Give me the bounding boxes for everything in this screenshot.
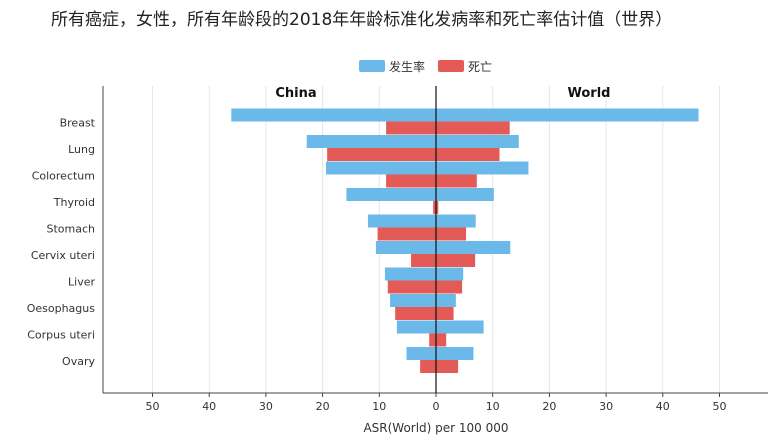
- mortality-world-bar: [436, 201, 439, 214]
- incidence-world-bar: [436, 320, 484, 334]
- mortality-china-bar: [387, 280, 436, 294]
- x-tick-label: 0: [433, 400, 440, 413]
- incidence-china-bar: [384, 267, 436, 281]
- chart-title: 所有癌症，女性，所有年龄段的2018年年龄标准化发病率和死亡率估计值（世界）: [51, 10, 672, 30]
- mortality-world-bar: [436, 360, 459, 373]
- mortality-world-bar: [436, 227, 467, 241]
- incidence-china-bar: [390, 294, 436, 307]
- incidence-china-bar: [326, 161, 436, 175]
- mortality-world-bar: [436, 333, 447, 347]
- category-label: Ovary: [62, 355, 95, 368]
- legend-label-incidence: 发生率: [389, 59, 425, 74]
- incidence-china-bar: [406, 347, 436, 360]
- mortality-china-bar: [386, 174, 436, 188]
- mortality-world-bar: [436, 121, 510, 135]
- x-tick-label: 40: [656, 400, 670, 413]
- category-label: Stomach: [46, 223, 95, 236]
- mortality-china-bar: [386, 121, 436, 135]
- incidence-china-bar: [375, 241, 436, 254]
- x-tick-label: 30: [599, 400, 613, 413]
- category-label: Corpus uteri: [27, 329, 95, 342]
- incidence-world-bar: [436, 267, 464, 281]
- x-tick-label: 40: [202, 400, 216, 413]
- x-tick-label: 10: [372, 400, 386, 413]
- mortality-world-bar: [436, 307, 454, 320]
- mortality-china-bar: [327, 148, 436, 161]
- x-tick-label: 20: [542, 400, 556, 413]
- side-label-china: China: [275, 86, 316, 101]
- category-label: Thyroid: [53, 196, 95, 209]
- incidence-china-bar: [367, 214, 436, 228]
- mortality-world-bar: [436, 174, 477, 188]
- mortality-china-bar: [377, 227, 436, 241]
- bars: [231, 108, 699, 373]
- mortality-world-bar: [436, 254, 476, 267]
- incidence-world-bar: [436, 241, 511, 254]
- category-label: Liver: [68, 276, 95, 289]
- incidence-china-bar: [306, 135, 436, 148]
- mortality-china-bar: [411, 254, 436, 267]
- incidence-world-bar: [436, 214, 476, 228]
- mortality-china-bar: [433, 201, 436, 214]
- category-label: Colorectum: [32, 170, 95, 183]
- legend: 发生率 死亡: [359, 59, 492, 74]
- incidence-world-bar: [436, 161, 529, 175]
- mortality-china-bar: [429, 333, 436, 347]
- x-tick-label: 50: [713, 400, 727, 413]
- category-labels: Breast Lung Colorectum Thyroid Stomach Cervix…: [27, 117, 96, 369]
- incidence-world-bar: [436, 135, 519, 148]
- mortality-china-bar: [395, 307, 436, 320]
- incidence-china-bar: [231, 108, 436, 122]
- legend-label-mortality: 死亡: [468, 60, 492, 74]
- side-label-world: World: [568, 86, 611, 101]
- x-tick-label: 50: [146, 400, 160, 413]
- incidence-world-bar: [436, 347, 474, 360]
- category-label: Cervix uteri: [31, 249, 95, 262]
- category-label: Oesophagus: [27, 302, 96, 315]
- incidence-china-bar: [346, 188, 436, 201]
- mortality-world-bar: [436, 148, 500, 161]
- legend-swatch-incidence: [359, 60, 385, 72]
- incidence-world-bar: [436, 188, 494, 201]
- mortality-china-bar: [420, 360, 436, 373]
- x-tick-label: 20: [316, 400, 330, 413]
- x-tick-label: 30: [259, 400, 273, 413]
- x-tick-label: 10: [486, 400, 500, 413]
- incidence-world-bar: [436, 108, 699, 122]
- incidence-china-bar: [396, 320, 436, 334]
- category-label: Lung: [68, 143, 95, 156]
- category-label: Breast: [60, 117, 96, 130]
- incidence-world-bar: [436, 294, 456, 307]
- x-tick-labels: 50 40 30 20 10 0 10 20 30 40 50: [146, 393, 727, 413]
- mortality-world-bar: [436, 280, 463, 294]
- legend-swatch-mortality: [438, 60, 464, 72]
- x-axis-title: ASR(World) per 100 000: [363, 421, 508, 435]
